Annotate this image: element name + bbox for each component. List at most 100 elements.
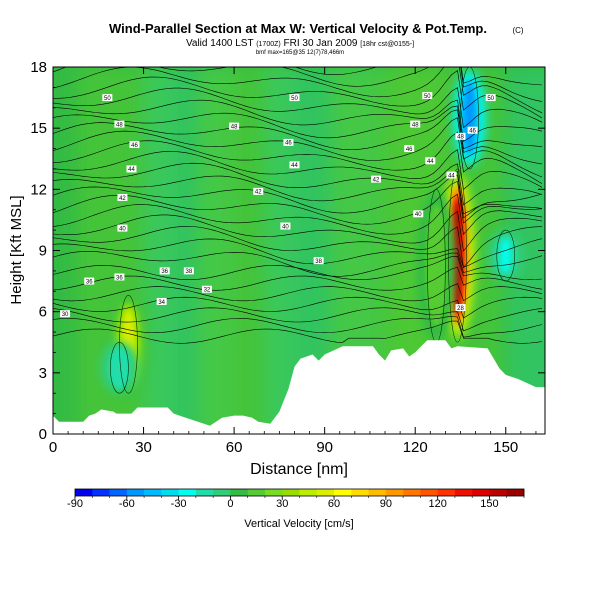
isentrope-label-box bbox=[126, 165, 137, 173]
colorbar-swatch bbox=[299, 489, 318, 496]
isentrope-line bbox=[294, 67, 543, 86]
isentrope-label-text: 50 bbox=[424, 94, 431, 100]
isentrope-label-box bbox=[229, 122, 240, 130]
isentrope-label: 44 bbox=[289, 161, 300, 169]
isentrope-line bbox=[53, 251, 543, 277]
isentrope-label-text: 42 bbox=[373, 177, 380, 183]
y-tick-label: 15 bbox=[30, 120, 47, 137]
isentrope-label: 38 bbox=[183, 267, 194, 275]
isentrope-label-text: 46 bbox=[285, 141, 292, 147]
isentrope-label-box bbox=[313, 257, 324, 265]
isentrope-label-box bbox=[117, 224, 128, 232]
isentrope-label: 46 bbox=[283, 138, 294, 147]
isentrope-label: 38 bbox=[313, 257, 324, 265]
colorbar-tick-label: -90 bbox=[67, 498, 83, 510]
isentrope-label-text: 34 bbox=[158, 300, 165, 306]
isentrope-label-box bbox=[159, 267, 170, 275]
isentrope-label-box bbox=[289, 161, 300, 169]
isentrope-label-box bbox=[422, 92, 433, 100]
y-tick-label: 18 bbox=[30, 59, 47, 76]
isentrope-label: 48 bbox=[410, 120, 421, 128]
isentrope-label-text: 32 bbox=[204, 288, 211, 294]
colorbar-tick-label: 0 bbox=[227, 498, 233, 510]
isentrope-label-box bbox=[102, 94, 113, 102]
x-tick-label: 120 bbox=[403, 439, 428, 456]
isentrope-label-text: 42 bbox=[255, 190, 262, 196]
x-tick-label: 0 bbox=[49, 439, 57, 456]
subtitle-date: FRI 30 Jan 2009 bbox=[284, 38, 358, 49]
x-tick-label: 90 bbox=[316, 439, 333, 456]
x-tick-label: 30 bbox=[135, 439, 152, 456]
isentrope-label-text: 38 bbox=[185, 269, 192, 275]
isentrope-label-text: 40 bbox=[415, 212, 422, 218]
isentrope-label-text: 30 bbox=[62, 312, 69, 318]
isentrope-label-text: 42 bbox=[119, 196, 126, 202]
x-axis: 0 30 60 90 120 150 bbox=[49, 67, 537, 456]
isentrope-label: 42 bbox=[253, 187, 264, 196]
isentrope-line bbox=[53, 174, 543, 219]
colorbar-swatch bbox=[351, 489, 369, 496]
isentrope-line bbox=[53, 180, 543, 225]
colorbar-swatch bbox=[368, 489, 387, 496]
y-tick-label: 6 bbox=[39, 304, 47, 321]
velocity-contour bbox=[448, 168, 467, 343]
isentrope-label-box bbox=[129, 140, 140, 148]
isentrope-line bbox=[53, 226, 543, 269]
isentrope-label-text: 50 bbox=[291, 96, 298, 102]
colorbar-swatch bbox=[489, 489, 508, 496]
y-axis-label: Height [Kft MSL] bbox=[8, 195, 25, 304]
isentrope-label-box bbox=[425, 157, 436, 165]
downdraft-core bbox=[501, 239, 511, 272]
isentrope-label-text: 44 bbox=[128, 167, 135, 173]
isentrope-label-text: 28 bbox=[457, 306, 464, 312]
colorbar-swatch bbox=[334, 489, 352, 496]
isentrope-label-text: 36 bbox=[161, 269, 168, 275]
isentrope-label-text: 50 bbox=[104, 96, 111, 102]
colorbar-swatch bbox=[403, 489, 421, 496]
isentrope-label-box bbox=[455, 132, 466, 140]
y-tick-label: 3 bbox=[39, 365, 47, 382]
isentrope-line bbox=[53, 69, 543, 119]
isentrope-label-text: 48 bbox=[116, 122, 123, 128]
isentrope-label-box bbox=[413, 210, 424, 218]
velocity-contour bbox=[496, 229, 516, 282]
isentrope-line bbox=[53, 162, 543, 206]
isentrope-line bbox=[53, 149, 543, 190]
isentrope-line bbox=[53, 193, 543, 235]
isentrope-label: 46 bbox=[129, 140, 140, 149]
isentrope-label: 50 bbox=[102, 94, 113, 102]
isentrope-label-box bbox=[114, 273, 125, 281]
terrain bbox=[53, 340, 545, 434]
colorbar-swatch bbox=[230, 489, 248, 496]
isentrope-label: 44 bbox=[425, 157, 436, 165]
isentrope-line bbox=[53, 210, 543, 252]
isentrope-label-box bbox=[156, 297, 167, 305]
velocity-contour bbox=[460, 67, 479, 170]
subtitle-valid: Valid 1400 LST bbox=[186, 38, 254, 49]
isentrope-label: 48 bbox=[229, 122, 240, 130]
isentrope-label: 48 bbox=[114, 120, 125, 128]
colorbar-swatch bbox=[506, 489, 525, 496]
y-tick-label: 9 bbox=[39, 243, 47, 260]
colorbar-tick-label: -60 bbox=[119, 498, 135, 510]
isentrope-label-text: 40 bbox=[282, 224, 289, 230]
colorbar-swatch bbox=[126, 489, 145, 496]
x-axis-label: Distance [nm] bbox=[250, 461, 348, 478]
isentrope-label-box bbox=[455, 304, 466, 312]
isentrope-label-box bbox=[117, 193, 128, 201]
isentrope-label-box bbox=[485, 94, 496, 102]
colorbar-tick-label: 90 bbox=[380, 498, 392, 510]
colorbar: -90 -60 -30 0 30 60 90 120 150 bbox=[67, 488, 525, 510]
colorbar-tick-label: 120 bbox=[428, 498, 446, 510]
isentrope-label: 46 bbox=[467, 126, 478, 135]
isentrope-label: 40 bbox=[280, 222, 291, 230]
isentrope-labels: 50 50 50 50 48 48 48 48 46 46 46 46 44 44 44 44 42 42 42 40… bbox=[60, 92, 496, 318]
isentrope-label-text: 40 bbox=[119, 226, 126, 232]
colorbar-swatch bbox=[282, 489, 300, 496]
isentrope-label: 46 bbox=[404, 145, 415, 153]
y-tick-label: 12 bbox=[30, 181, 47, 198]
isentrope-label-box bbox=[370, 175, 381, 183]
isentrope-line bbox=[53, 238, 543, 268]
colorbar-swatch bbox=[472, 489, 490, 496]
